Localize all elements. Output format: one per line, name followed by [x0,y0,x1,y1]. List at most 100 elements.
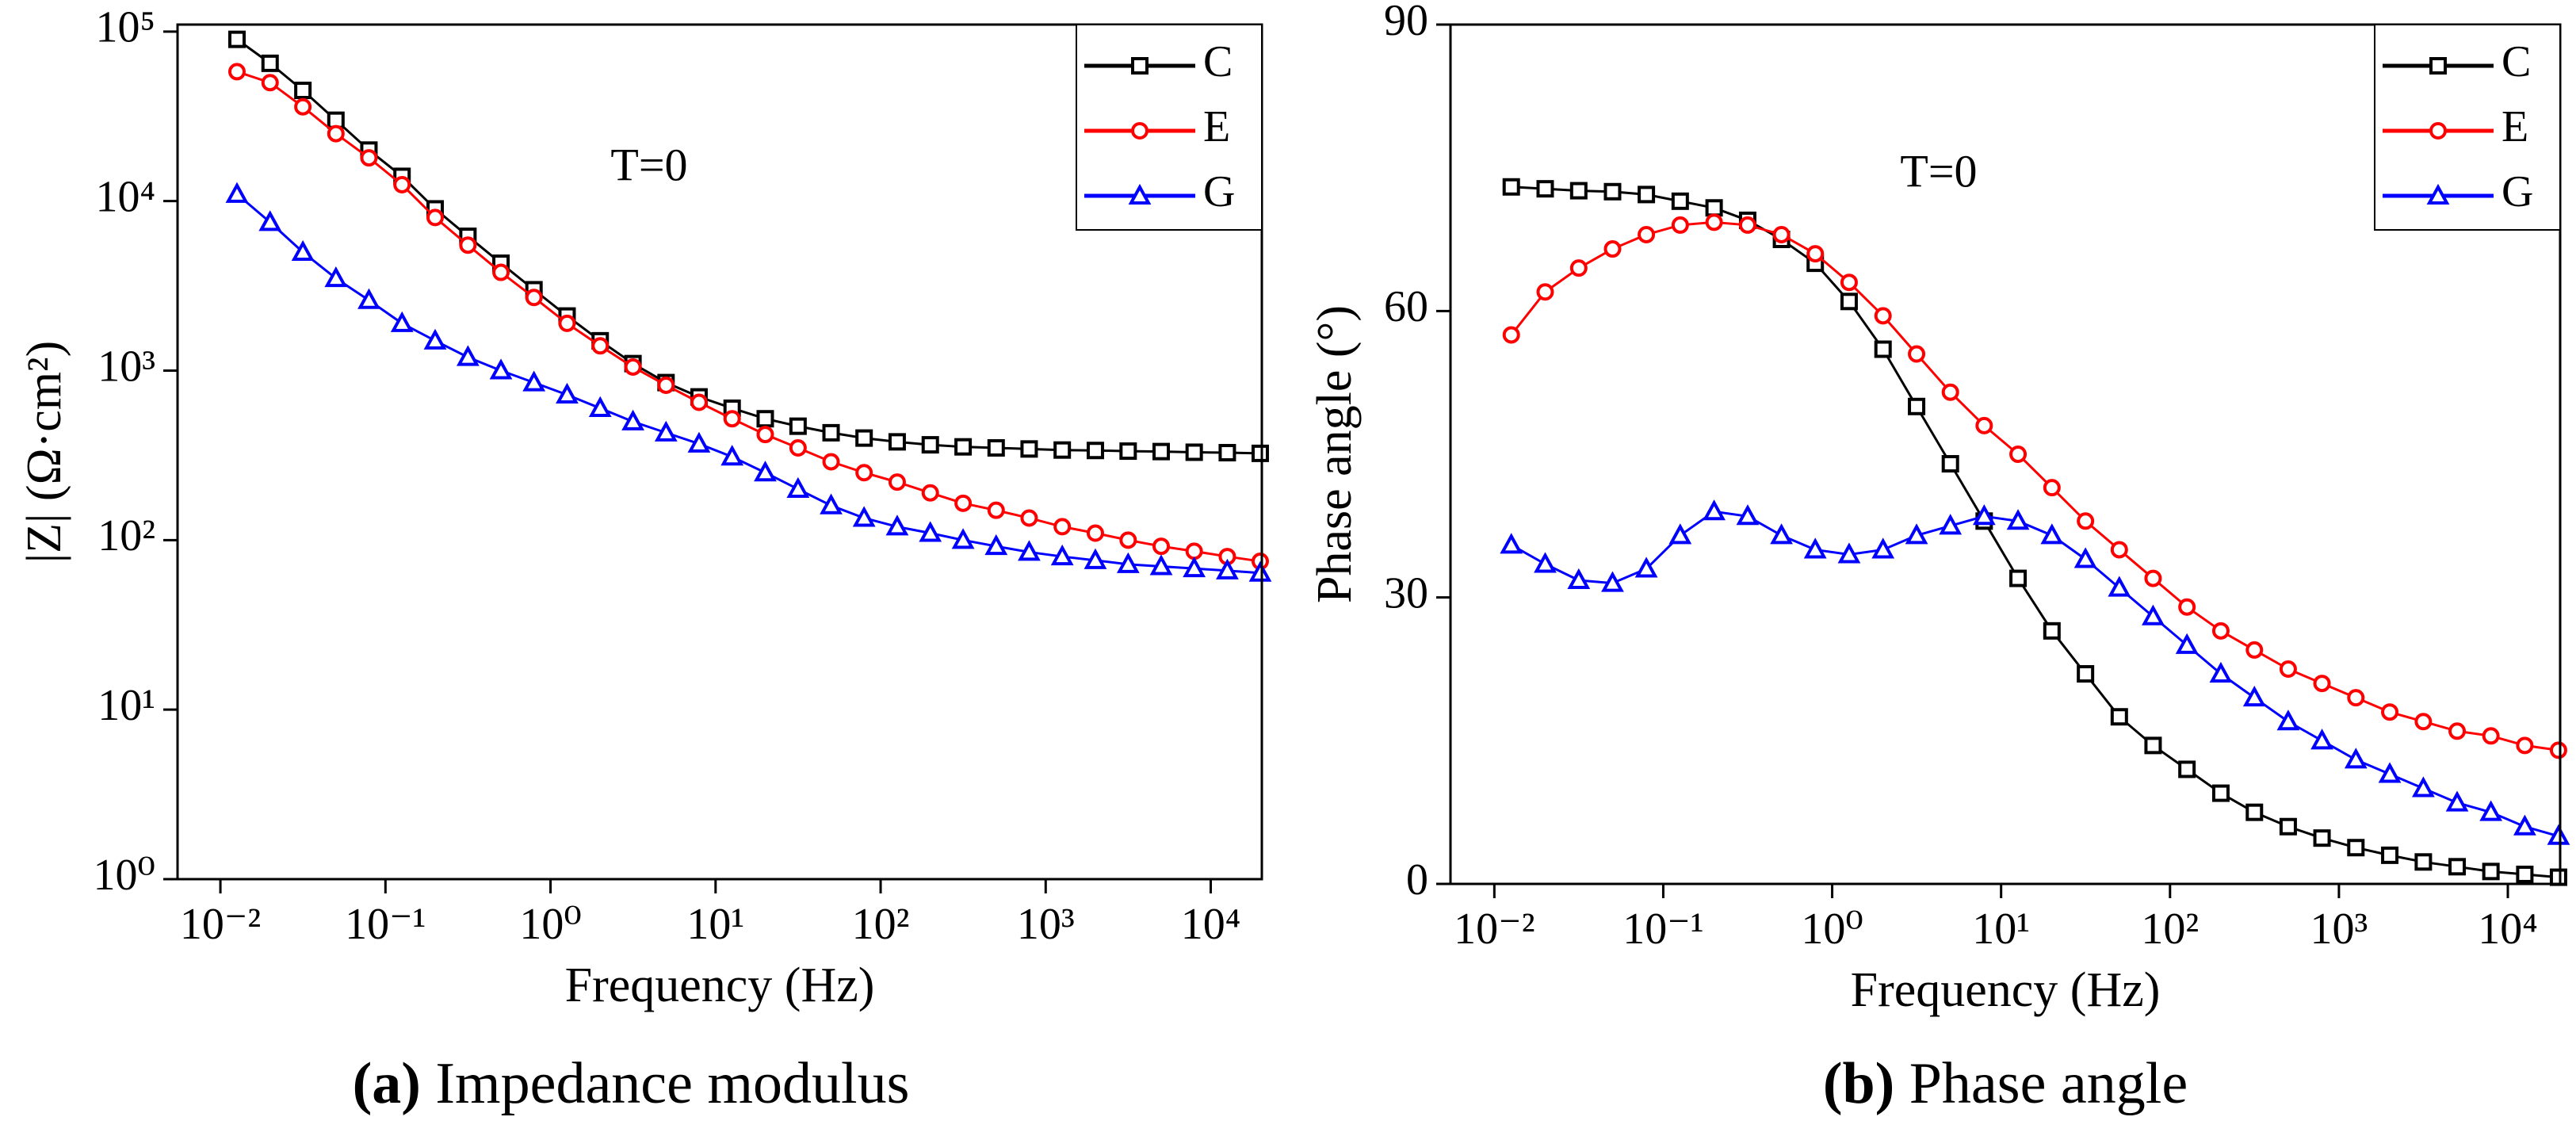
marker [291,239,315,262]
legend-label: G [2501,167,2533,216]
series [1500,499,2570,845]
annotation: T=0 [1900,145,1977,197]
marker [687,431,711,453]
x-tick-label: 10⁻² [180,900,261,949]
marker [1116,552,1140,573]
marker [1018,540,1041,561]
caption: (a) Impedance modulus [353,1051,910,1116]
marker [2513,814,2536,836]
x-tick-label: 10⁻² [1454,905,1535,954]
marker [786,476,810,498]
marker [2175,633,2199,654]
x-axis-label: Frequency (Hz) [1851,963,2161,1017]
caption-label: (b) [1823,1051,1894,1116]
marker [822,453,840,471]
y-tick-label: 10⁴ [95,173,155,222]
legend: CEG [2374,24,2561,231]
marker [2110,541,2128,559]
marker [390,311,414,332]
marker [2144,569,2162,587]
marker [1020,509,1038,527]
marker [954,494,973,512]
marker [423,328,447,350]
y-axis-label: |Z| (Ω·cm²) [17,341,71,564]
marker [2211,622,2230,640]
series-line [235,193,1261,575]
marker [2414,853,2433,871]
marker [1152,442,1171,461]
marker [459,236,477,254]
marker [2344,748,2368,769]
marker [1705,213,1723,231]
y-tick-label: 10³ [97,342,155,391]
x-tick-label: 10⁴ [1181,900,1241,949]
marker [1185,443,1203,461]
marker [426,208,444,227]
caption: (b) Phase angle [1823,1051,2188,1116]
marker [261,74,279,92]
marker [1703,499,1726,521]
marker [1941,455,1959,473]
marker [2279,817,2297,836]
marker [2279,660,2297,678]
marker [1183,557,1206,578]
marker [294,98,312,116]
marker [261,54,279,72]
legend-marker [1131,57,1148,75]
marker [855,464,873,482]
marker [885,514,909,536]
marker [1053,518,1072,536]
marker [2412,776,2435,797]
marker [2347,689,2365,707]
x-tick-label: 10¹ [1972,905,2030,954]
marker [954,438,973,456]
caption-text: Phase angle [1909,1051,2188,1116]
marker [2482,863,2500,881]
marker [820,493,843,514]
marker [1871,537,1895,559]
x-tick-label: 10² [852,900,910,949]
legend-marker [1128,183,1152,205]
marker [456,345,480,366]
marker [2077,512,2095,530]
marker [2448,722,2467,740]
marker [2142,604,2165,625]
marker [1671,216,1689,234]
marker [2479,800,2503,821]
y-tick-label: 30 [1384,569,1428,618]
marker [2381,846,2399,864]
marker [2073,547,2097,568]
marker [2009,446,2028,463]
marker [1905,523,1928,545]
legend-marker [2426,183,2450,205]
marker [2245,803,2264,821]
y-tick-label: 0 [1406,855,1428,905]
marker [1772,225,1791,243]
marker [1601,571,1624,592]
marker [888,433,906,451]
series [225,182,1272,582]
marker [1603,240,1622,258]
marker [591,337,610,355]
marker [1536,180,1554,198]
caption-space [421,1051,436,1116]
legend-label: C [1203,37,1233,86]
x-tick-label: 10⁰ [1801,905,1863,954]
marker [1975,416,1993,434]
marker [1569,182,1588,200]
marker [1837,542,1861,564]
marker [588,396,612,417]
marker [919,521,942,542]
marker [1939,514,1963,535]
marker [1972,504,1996,526]
marker [1119,442,1137,461]
legend-label: E [1203,102,1230,151]
y-tick-label: 10⁰ [94,851,155,900]
marker [2110,708,2128,726]
marker [2209,661,2233,683]
marker [1053,441,1072,459]
annotation: T=0 [610,139,687,190]
marker [393,175,411,193]
x-tick-label: 10⁰ [519,900,581,949]
